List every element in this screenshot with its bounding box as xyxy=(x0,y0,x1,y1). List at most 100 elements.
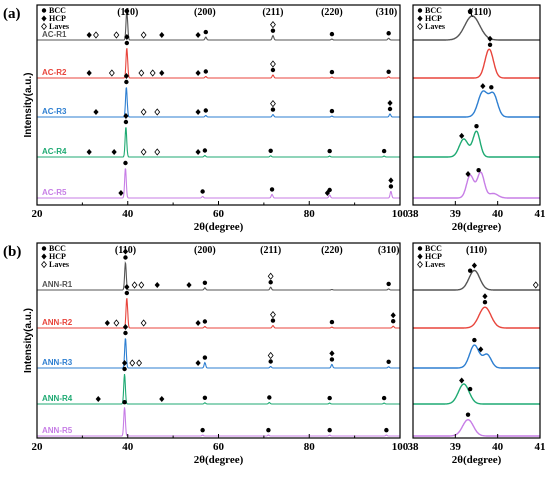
marker-bcc-ANN-R2-0 xyxy=(124,290,130,296)
panel-letter-a: (a) xyxy=(3,6,21,22)
x-axis-label: 2θ(degree) xyxy=(194,221,244,233)
marker-hcp-ANN-R4-1 xyxy=(121,360,128,366)
peak-label-200: (200) xyxy=(194,245,216,256)
peak-label-110: (110) xyxy=(115,245,136,256)
marker-bcc-ANN-R4-1 xyxy=(467,386,473,392)
marker-laves-ANN-R1-8 xyxy=(267,272,274,280)
series-line-AC-R2 xyxy=(413,48,540,79)
x-tick-label: 40 xyxy=(122,441,134,453)
legend-marker-laves xyxy=(41,22,47,31)
marker-laves-ANN-R2-3 xyxy=(113,319,120,327)
marker-hcp-AC-R4-0 xyxy=(459,132,465,139)
marker-bcc-AC-R2-0 xyxy=(487,42,493,47)
marker-bcc-ANN-R3-5 xyxy=(202,355,208,360)
marker-laves-ANN-R3-2 xyxy=(129,359,136,367)
series-line-ANN-R3 xyxy=(37,338,400,369)
x-tick-label: 41 xyxy=(535,441,546,453)
marker-laves-ANN-R1-3 xyxy=(138,281,145,289)
series-label-AC-R4: AC-R4 xyxy=(42,147,67,156)
plot-frame xyxy=(412,242,541,439)
marker-hcp-AC-R2-7 xyxy=(195,70,201,76)
legend-label-hcp: HCP xyxy=(425,252,442,261)
series-line-AC-R5 xyxy=(37,168,400,199)
marker-hcp-AC-R3-11 xyxy=(387,100,393,106)
series-line-ANN-R5 xyxy=(413,418,540,437)
marker-bcc-ANN-R1-6 xyxy=(202,280,208,285)
marker-hcp-ANN-R2-5 xyxy=(195,320,201,326)
marker-bcc-AC-R4-10 xyxy=(381,148,387,154)
marker-bcc-AC-R1-11 xyxy=(329,31,335,37)
legend-label-bcc: BCC xyxy=(425,6,442,15)
marker-laves-AC-R3-4 xyxy=(154,108,161,116)
legend-marker-hcp xyxy=(41,15,47,22)
x-tick-label: 100 xyxy=(392,208,409,220)
series-label-ANN-R2: ANN-R2 xyxy=(42,318,73,327)
x-tick-label: 38 xyxy=(408,208,420,220)
series-line-ANN-R1 xyxy=(37,260,400,291)
marker-bcc-AC-R2-9 xyxy=(270,67,276,73)
x-axis-label: 2θ(degree) xyxy=(194,454,244,466)
marker-hcp-ANN-R3-1 xyxy=(122,324,129,330)
marker-bcc-ANN-R2-10 xyxy=(390,319,396,324)
marker-bcc-ANN-R3-10 xyxy=(386,359,391,364)
marker-bcc-ANN-R5-0 xyxy=(465,412,471,417)
x-tick-label: 40 xyxy=(492,208,504,220)
marker-bcc-ANN-R2-6 xyxy=(202,319,208,324)
marker-bcc-ANN-R5-1 xyxy=(200,427,205,433)
legend-label-laves: Laves xyxy=(49,260,69,269)
marker-hcp-AC-R2-2 xyxy=(86,70,92,76)
series-line-AC-R3 xyxy=(37,87,400,118)
x-tick-label: 20 xyxy=(32,208,44,220)
marker-hcp-AC-R4-6 xyxy=(195,149,201,155)
peak-label-220: (220) xyxy=(321,245,343,256)
legend-marker-hcp xyxy=(417,253,423,260)
marker-bcc-AC-R5-0 xyxy=(123,160,128,166)
marker-bcc-AC-R4-1 xyxy=(474,123,479,129)
marker-bcc-AC-R2-8 xyxy=(203,69,208,74)
marker-bcc-ANN-R4-6 xyxy=(327,395,332,401)
marker-laves-AC-R2-5 xyxy=(149,69,156,77)
marker-bcc-ANN-R1-7 xyxy=(268,280,273,285)
legend-marker-bcc xyxy=(41,8,47,13)
series-line-AC-R4 xyxy=(413,130,540,158)
marker-laves-ANN-R2-8 xyxy=(270,310,276,319)
legend-label-hcp: HCP xyxy=(49,252,66,261)
marker-bcc-AC-R4-8 xyxy=(268,148,273,153)
marker-hcp-AC-R3-5 xyxy=(195,109,201,115)
x-tick-label: 40 xyxy=(492,441,504,453)
marker-laves-AC-R4-5 xyxy=(154,148,161,156)
plot-frame xyxy=(36,242,401,439)
legend-label-laves: Laves xyxy=(425,260,445,269)
legend-marker-hcp xyxy=(41,253,47,260)
marker-laves-AC-R2-4 xyxy=(138,69,145,77)
marker-laves-AC-R3-8 xyxy=(270,99,276,108)
marker-hcp-ANN-R2-11 xyxy=(390,312,396,319)
marker-hcp-AC-R4-2 xyxy=(86,149,92,155)
series-label-ANN-R5: ANN-R5 xyxy=(42,426,73,435)
marker-hcp-AC-R2-6 xyxy=(159,70,165,76)
x-tick-label: 60 xyxy=(213,208,225,220)
series-line-AC-R1 xyxy=(37,11,400,41)
legend-marker-laves xyxy=(41,260,47,269)
legend-marker-bcc xyxy=(417,246,423,251)
x-tick-label: 60 xyxy=(213,441,225,453)
marker-bcc-ANN-R3-0 xyxy=(472,337,477,343)
series-line-AC-R1 xyxy=(413,15,540,41)
marker-bcc-AC-R3-9 xyxy=(329,108,335,114)
marker-laves-AC-R4-4 xyxy=(140,148,147,156)
y-axis-label: Intensity(a.u.) xyxy=(23,308,34,373)
series-line-ANN-R2 xyxy=(413,306,540,329)
marker-hcp-AC-R1-2 xyxy=(86,32,92,38)
marker-bcc-ANN-R3-0 xyxy=(123,330,128,336)
series-label-AC-R5: AC-R5 xyxy=(42,188,67,197)
marker-laves-ANN-R3-7 xyxy=(267,351,274,360)
marker-hcp-ANN-R4-0 xyxy=(459,377,465,384)
marker-hcp-AC-R2-1 xyxy=(124,34,130,40)
marker-laves-AC-R1-4 xyxy=(113,31,120,39)
series-label-AC-R3: AC-R3 xyxy=(42,107,67,116)
x-tick-label: 80 xyxy=(304,441,316,453)
legend-label-bcc: BCC xyxy=(49,6,66,15)
marker-hcp-AC-R5-1 xyxy=(118,190,124,196)
